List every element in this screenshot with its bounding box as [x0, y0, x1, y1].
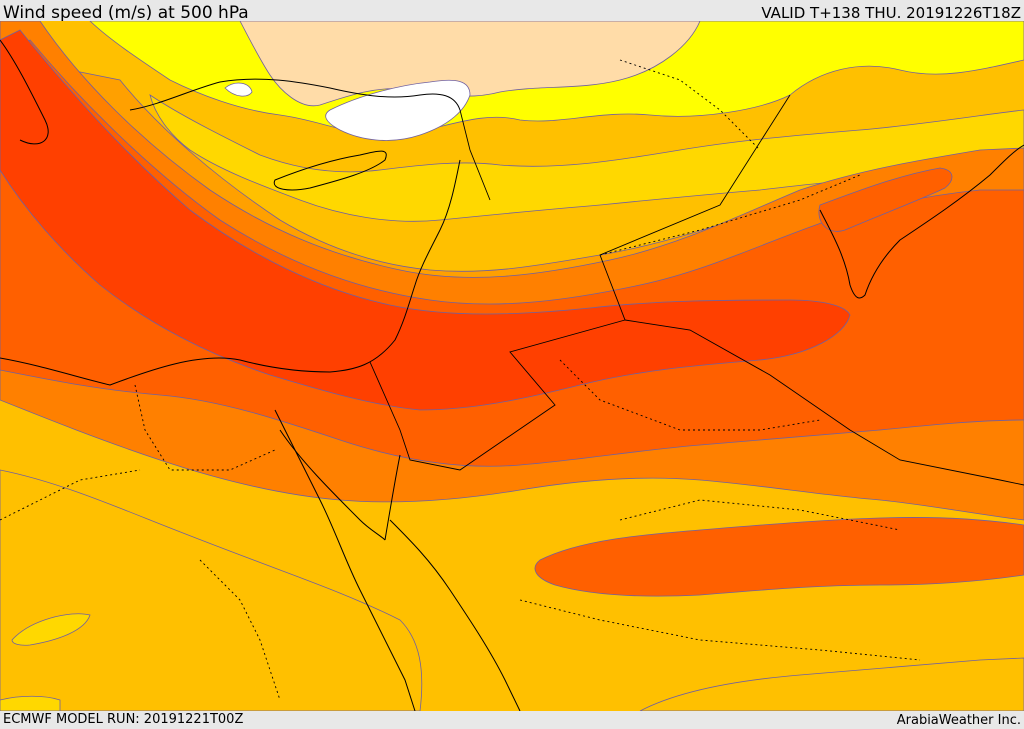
wind-speed-map — [0, 21, 1024, 711]
footer-bar: ECMWF MODEL RUN: 20191221T00Z ArabiaWeat… — [0, 711, 1024, 729]
model-run: ECMWF MODEL RUN: 20191221T00Z — [3, 712, 244, 727]
band-red-core — [0, 29, 851, 411]
band-red-orange-east — [534, 517, 1024, 597]
band-red-orange-ne — [818, 167, 953, 232]
band-amber-south — [0, 469, 423, 711]
band-amber-se — [639, 657, 1024, 711]
header-bar: Wind speed (m/s) at 500 hPa VALID T+138 … — [0, 0, 1024, 23]
credit: ArabiaWeather Inc. — [896, 713, 1021, 728]
map-title: Wind speed (m/s) at 500 hPa — [3, 3, 249, 23]
coastlines — [0, 39, 1024, 711]
band-white — [325, 79, 471, 141]
borders — [0, 59, 1024, 701]
band-white-small — [224, 82, 253, 97]
valid-time: VALID T+138 THU. 20191226T18Z — [761, 4, 1021, 22]
band-gold-s — [0, 695, 61, 711]
band-gold-sw — [11, 613, 91, 646]
